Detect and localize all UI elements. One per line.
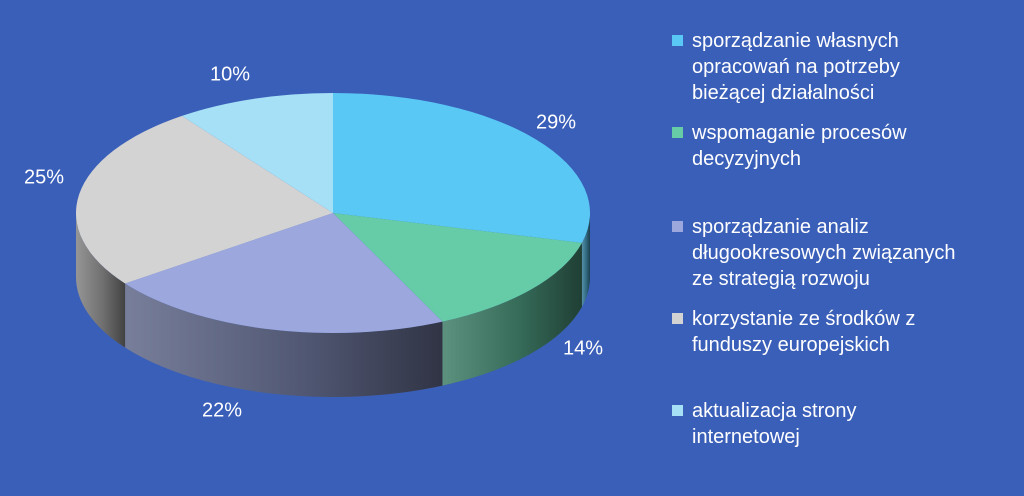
legend-label: sporządzanie analiz długookresowych zwią… [692, 216, 956, 290]
legend-swatch [672, 313, 683, 324]
pie-slice-wspomaganie-proces-w-decyzyjny [333, 213, 582, 322]
legend-swatch [672, 405, 683, 416]
legend-swatch [672, 127, 683, 138]
data-label-10-percent: 10% [210, 63, 250, 85]
legend-label: wspomaganie procesów decyzyjnych [692, 122, 907, 170]
data-label-25-percent: 25% [24, 166, 64, 188]
pie-slice-aktualizacja-strony-internetow [181, 93, 333, 213]
pie-side-shade [76, 213, 126, 348]
legend-swatch [672, 221, 683, 232]
pie-side-shade [442, 242, 582, 386]
pie-tops [76, 93, 590, 334]
legend-item-sporzadzanie-wlasnych-opracowan: sporządzanie własnych opracowań na potrz… [672, 28, 1017, 106]
legend-label: korzystanie ze środków z funduszy europe… [692, 308, 916, 356]
legend-item-sporzadzanie-analiz: sporządzanie analiz długookresowych zwią… [672, 214, 1017, 292]
pie-slice-korzystanie-ze-rodk-w-z-fundus [76, 115, 333, 284]
pie-slice-sporz-dzanie-analiz-d-ugookres [125, 213, 443, 334]
pie-sides [76, 213, 590, 398]
legend-label: sporządzanie własnych opracowań na potrz… [692, 30, 900, 104]
data-label-29-percent: 29% [536, 111, 576, 133]
pie-side-shade [125, 283, 443, 398]
data-label-22-percent: 22% [202, 399, 242, 421]
legend-item-wspomaganie-procesow: wspomaganie procesów decyzyjnych [672, 120, 1017, 172]
legend-item-aktualizacja-strony: aktualizacja strony internetowej [672, 398, 1017, 450]
pie-side-shade [581, 213, 590, 307]
legend-label: aktualizacja strony internetowej [692, 400, 857, 448]
data-label-14-percent: 14% [563, 337, 603, 359]
legend-item-korzystanie-ze-srodkow: korzystanie ze środków z funduszy europe… [672, 306, 1017, 358]
legend-swatch [672, 35, 683, 46]
pie-labels: 29% 14% 22% 25% 10% [24, 63, 603, 421]
pie-slice-sporz-dzanie-w-asnych-opracowa [333, 93, 590, 243]
